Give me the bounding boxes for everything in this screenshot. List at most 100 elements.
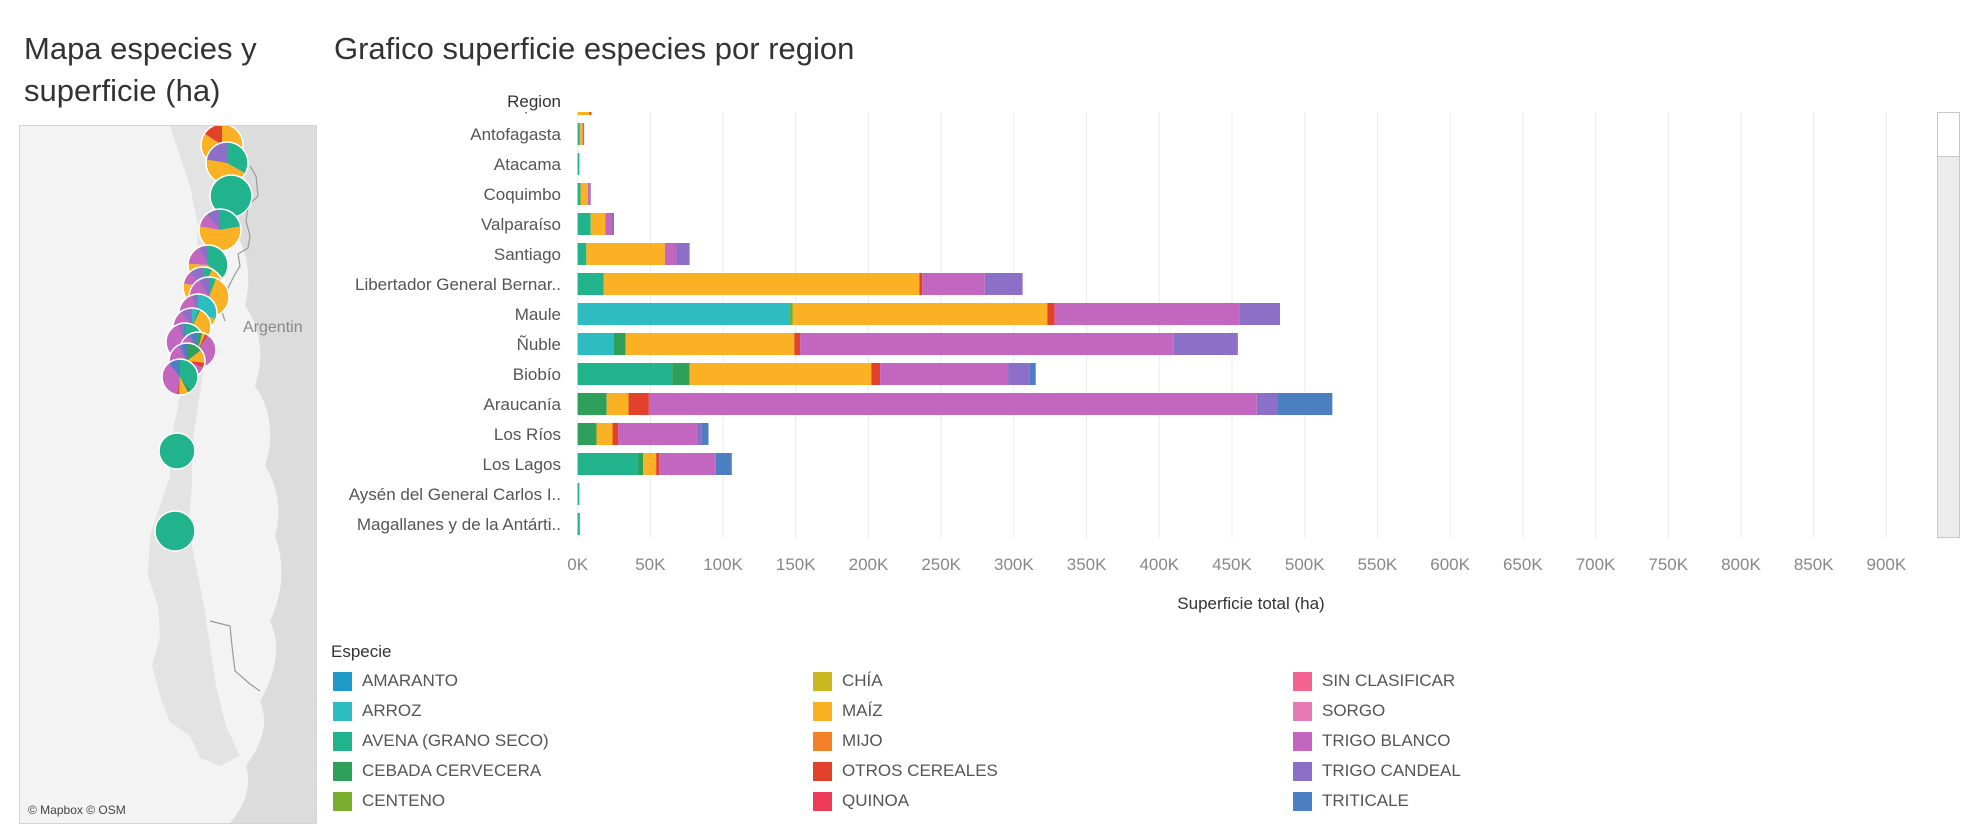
bar-segment[interactable]: [577, 183, 581, 205]
map-pie[interactable]: [154, 510, 196, 552]
bar-segment[interactable]: [586, 243, 665, 265]
chart-scrollbar[interactable]: [1937, 112, 1960, 538]
bar-segment[interactable]: [789, 303, 793, 325]
bar-segment[interactable]: [577, 123, 580, 145]
x-tick-label: 600K: [1430, 555, 1470, 574]
bar-segment[interactable]: [577, 453, 638, 475]
map-pie-slice: [208, 245, 228, 278]
legend-item[interactable]: QUINOA: [813, 789, 909, 813]
bar-segment[interactable]: [715, 453, 732, 475]
legend-swatch: [1293, 671, 1312, 691]
bar-segment[interactable]: [625, 333, 795, 355]
bar-segment[interactable]: [596, 423, 613, 445]
species-map[interactable]: Argentin © Mapbox © OSM: [19, 125, 317, 824]
bar-segment[interactable]: [611, 213, 614, 235]
bar-segment[interactable]: [664, 243, 677, 265]
map-pies: [154, 126, 253, 552]
bar-segment[interactable]: [577, 393, 607, 415]
bar-segment[interactable]: [659, 453, 716, 475]
x-tick-label: 900K: [1867, 555, 1907, 574]
legend-item[interactable]: CHÍA: [813, 669, 883, 693]
bar-segment[interactable]: [605, 213, 612, 235]
bar-segment[interactable]: [656, 453, 660, 475]
legend-item[interactable]: ARROZ: [333, 699, 422, 723]
bar-segment[interactable]: [628, 393, 649, 415]
bar-segment[interactable]: [643, 453, 657, 475]
legend-item[interactable]: CEBADA CERVECERA: [333, 759, 541, 783]
bar-segment[interactable]: [577, 363, 673, 385]
bar-segment[interactable]: [577, 303, 790, 325]
bar-segment[interactable]: [696, 423, 702, 445]
bar-segment[interactable]: [648, 393, 1257, 415]
legend-item[interactable]: CENTENO: [333, 789, 445, 813]
bar-segment[interactable]: [637, 453, 644, 475]
map-pie-slice: [169, 359, 180, 377]
legend-item[interactable]: MAÍZ: [813, 699, 883, 723]
map-pie-slice: [181, 308, 192, 327]
bar-segment[interactable]: [603, 273, 920, 295]
bar-segment[interactable]: [613, 333, 626, 355]
x-tick-label: 650K: [1503, 555, 1543, 574]
legend-item[interactable]: MIJO: [813, 729, 883, 753]
bar-segment[interactable]: [582, 123, 585, 145]
bar-segment[interactable]: [1008, 363, 1030, 385]
bar-segment[interactable]: [577, 423, 597, 445]
map-pie-slice: [206, 209, 220, 230]
bar-segment[interactable]: [676, 243, 690, 265]
bar-segment[interactable]: [1256, 393, 1278, 415]
bar-segment[interactable]: [587, 183, 590, 205]
bar-segment[interactable]: [579, 123, 583, 145]
bar-segment[interactable]: [577, 273, 604, 295]
bar-segment[interactable]: [606, 393, 629, 415]
bar-segment[interactable]: [689, 363, 872, 385]
bar-segment[interactable]: [871, 363, 881, 385]
legend-item[interactable]: TRIGO CANDEAL: [1293, 759, 1461, 783]
chart-scrollbar-thumb[interactable]: [1938, 113, 1959, 157]
bar-segment[interactable]: [701, 423, 709, 445]
bar-segment[interactable]: [577, 483, 580, 505]
legend-item[interactable]: AMARANTO: [333, 669, 458, 693]
legend-label: CEBADA CERVECERA: [362, 761, 542, 780]
legend-label: ARROZ: [362, 701, 422, 720]
map-pie[interactable]: [158, 432, 196, 470]
bar-segment[interactable]: [590, 213, 606, 235]
bar-segment[interactable]: [589, 93, 592, 115]
bar-segment[interactable]: [577, 513, 580, 535]
bar-segment[interactable]: [800, 333, 1174, 355]
legend-item[interactable]: OTROS CEREALES: [813, 759, 998, 783]
bar-segment[interactable]: [1029, 363, 1036, 385]
legend-item[interactable]: TRITICALE: [1293, 789, 1409, 813]
bar-segment[interactable]: [922, 273, 985, 295]
bar-segment[interactable]: [792, 303, 1048, 325]
map-pie[interactable]: [161, 358, 199, 396]
bar-segment[interactable]: [794, 333, 801, 355]
bar-segment[interactable]: [577, 243, 587, 265]
legend-item[interactable]: SORGO: [1293, 699, 1385, 723]
bar-segment[interactable]: [577, 93, 590, 115]
map-canvas[interactable]: [20, 126, 316, 823]
bar-segment[interactable]: [1239, 303, 1280, 325]
bar-segment[interactable]: [577, 213, 591, 235]
bar-segment[interactable]: [1277, 393, 1333, 415]
bar-segment[interactable]: [1047, 303, 1055, 325]
legend-item[interactable]: TRIGO BLANCO: [1293, 729, 1450, 753]
bar-segment[interactable]: [880, 363, 1009, 385]
bar-segment[interactable]: [672, 363, 690, 385]
map-pie-slice: [177, 344, 187, 361]
legend-label: OTROS CEREALES: [842, 761, 998, 780]
map-pie-slice: [166, 324, 185, 353]
map-credit[interactable]: © Mapbox © OSM: [28, 803, 126, 817]
map-pie-slice: [192, 308, 199, 327]
bar-segment[interactable]: [984, 273, 1023, 295]
bar-segment[interactable]: [589, 183, 591, 205]
legend-item[interactable]: AVENA (GRANO SECO): [333, 729, 549, 753]
bar-segment[interactable]: [612, 423, 619, 445]
bar-segment[interactable]: [577, 333, 614, 355]
bar-segment[interactable]: [919, 273, 923, 295]
bar-segment[interactable]: [618, 423, 697, 445]
bar-segment[interactable]: [1054, 303, 1240, 325]
bar-segment[interactable]: [1173, 333, 1238, 355]
legend-item[interactable]: SIN CLASIFICAR: [1293, 669, 1455, 693]
bar-segment[interactable]: [580, 183, 588, 205]
bar-segment[interactable]: [577, 153, 580, 175]
